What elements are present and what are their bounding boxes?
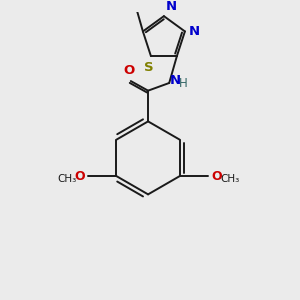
- Text: O: O: [74, 169, 85, 183]
- Text: N: N: [170, 74, 181, 87]
- Text: CH₃: CH₃: [220, 174, 239, 184]
- Text: O: O: [123, 64, 134, 77]
- Text: CH₃: CH₃: [57, 174, 76, 184]
- Text: S: S: [144, 61, 154, 74]
- Text: N: N: [189, 25, 200, 38]
- Text: O: O: [212, 169, 222, 183]
- Text: N: N: [166, 0, 177, 13]
- Text: H: H: [179, 77, 188, 90]
